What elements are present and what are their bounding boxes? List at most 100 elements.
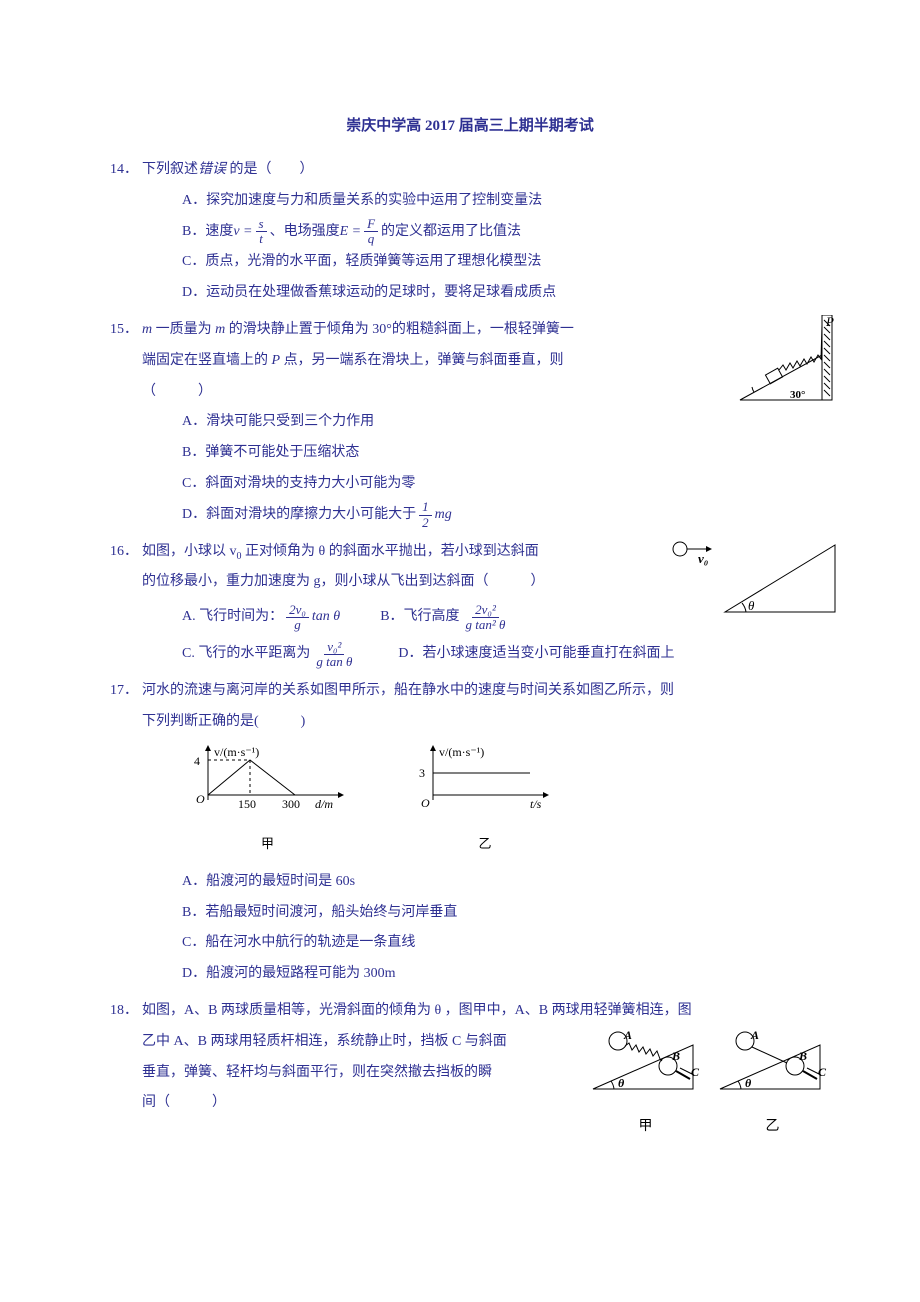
q15-number: 15． — [110, 315, 142, 407]
question-17: 17． 河水的流速与离河岸的关系如图甲所示，船在静水中的速度与时间关系如图乙所示… — [110, 676, 830, 990]
f2-cap: 乙 — [715, 1112, 830, 1143]
q14-b-mid: 、电场强度 — [270, 217, 340, 248]
question-15: P 30° 15． m 一质量为 m 的滑块静止置于倾角为 30°的粗糙斜面上，… — [110, 315, 830, 531]
f1-cap: 甲 — [588, 1112, 703, 1143]
q15-option-d: D．斜面对滑块的摩擦力大小可能大于 1 2 mg — [182, 500, 830, 531]
question-16: v₀ θ 16． 如图，小球以 v0 正对倾角为 θ 的斜面水平抛出，若小球到达… — [110, 537, 830, 670]
q17-stem: 河水的流速与离河岸的关系如图甲所示，船在静水中的速度与时间关系如图乙所示，则 下… — [142, 676, 830, 738]
q15-frac-1: 1 — [419, 500, 432, 515]
q16-figure: v₀ θ — [670, 537, 840, 622]
q14-stem-pre: 下列叙述 — [142, 162, 198, 177]
g1-ylabel: v/(m·s⁻¹) — [214, 745, 259, 759]
q16-number: 16． — [110, 537, 142, 599]
q16-c-frac: v₀² g tan θ — [313, 640, 355, 670]
q16-c-num: v₀² — [324, 640, 344, 655]
q16-fig-theta: θ — [748, 598, 755, 613]
f2-B: B — [798, 1049, 807, 1063]
q18-fig-1: A B C θ 甲 — [588, 1031, 703, 1143]
f2-theta: θ — [745, 1076, 752, 1090]
q15-stem: m 一质量为 m 的滑块静止置于倾角为 30°的粗糙斜面上，一根轻弹簧一一质量为… — [142, 315, 830, 407]
q18-line1: 如图，A、B 两球质量相等，光滑斜面的倾角为 θ ，图甲中，A、B 两球用轻弹簧… — [142, 1003, 692, 1018]
q18-line3: 垂直，弹簧、轻杆均与斜面平行，则在突然撤去挡板的瞬 — [142, 1065, 492, 1080]
q18-fig-2: A B C θ 乙 — [715, 1031, 830, 1143]
q16-option-b: B．飞行高度 2v₀² g tan² θ — [380, 602, 511, 633]
q15-d-post: mg — [435, 500, 452, 531]
q16-c-den: g tan θ — [313, 655, 355, 669]
f2-A: A — [750, 1031, 759, 1042]
g1-O: O — [196, 792, 205, 806]
q15-option-a: A．滑块可能只受到三个力作用 — [182, 407, 830, 438]
g1-x1: 150 — [238, 797, 256, 811]
q16-b-num: 2v₀² — [472, 603, 499, 618]
q16-a-num: 2v₀ — [286, 603, 309, 618]
q14-option-d: D．运动员在处理做香蕉球运动的足球时，要将足球看成质点 — [182, 278, 830, 309]
g2-cap: 乙 — [415, 830, 555, 859]
g1-yval: 4 — [194, 754, 200, 768]
q17-graph-1: 4 v/(m·s⁻¹) O 150 300 d/m 甲 — [190, 745, 345, 858]
g2-ylabel: v/(m·s⁻¹) — [439, 745, 484, 759]
f1-C: C — [691, 1065, 700, 1079]
q16-a-tail: tan θ — [312, 602, 340, 633]
q17-option-c: C．船在河水中航行的轨迹是一条直线 — [182, 928, 830, 959]
q18-line4: 间（ ） — [142, 1095, 226, 1110]
g1-xlabel: d/m — [315, 797, 333, 811]
q14-option-b: B．速度 v = s t 、电场强度 E = F q 的定义都运用了比值法 — [182, 217, 830, 248]
g1-x2: 300 — [282, 797, 300, 811]
q17-option-a: A．船渡河的最短时间是 60s — [182, 867, 830, 898]
q16-b-label: B．飞行高度 — [380, 602, 459, 633]
q16-fig-v0: v₀ — [698, 551, 708, 566]
q16-a-label: A. 飞行时间为： — [182, 602, 283, 633]
q15-figure: P 30° — [730, 315, 840, 410]
q14-v-eq: v = — [233, 217, 252, 248]
q16-a-frac: 2v₀ g — [286, 603, 309, 633]
q16-line2: 的位移最小，重力加速度为 g，则小球从飞出到达斜面（ ） — [142, 574, 545, 589]
question-18: 18． 如图，A、B 两球质量相等，光滑斜面的倾角为 θ ，图甲中，A、B 两球… — [110, 996, 830, 1142]
g1-cap: 甲 — [190, 830, 345, 859]
f1-A: A — [623, 1031, 632, 1042]
q14-b-pre: B．速度 — [182, 217, 233, 248]
q18-figures: A B C θ 甲 A — [588, 1031, 830, 1143]
f1-theta: θ — [618, 1076, 625, 1090]
q14-frac-f: F — [364, 217, 378, 232]
q18-number: 18． — [110, 996, 142, 1142]
q17-option-b: B．若船最短时间渡河，船头始终与河岸垂直 — [182, 898, 830, 929]
q14-frac-fq: F q — [364, 217, 378, 247]
q16-sub0: 0 — [237, 550, 242, 561]
q14-stem: 下列叙述错误 的是（ ） — [142, 155, 830, 186]
q16-c-label: C. 飞行的水平距离为 — [182, 639, 310, 670]
q14-frac-t: t — [256, 232, 266, 246]
q16-a-den: g — [291, 618, 304, 632]
q15-option-c: C．斜面对滑块的支持力大小可能为零 — [182, 469, 830, 500]
q14-stem-err: 错误 — [198, 162, 226, 177]
q14-frac-s: s — [256, 217, 267, 232]
q14-stem-post: 的是（ ） — [226, 162, 314, 177]
q16-option-a: A. 飞行时间为： 2v₀ g tan θ — [182, 602, 340, 633]
exam-title: 崇庆中学高 2017 届高三上期半期考试 — [110, 110, 830, 143]
q16-option-c: C. 飞行的水平距离为 v₀² g tan θ — [182, 639, 358, 670]
q18-line2: 乙中 A、B 两球用轻质杆相连，系统静止时，挡板 C 与斜面 — [142, 1034, 507, 1049]
f2-C: C — [818, 1065, 827, 1079]
q17-graph-2: 3 v/(m·s⁻¹) O t/s 乙 — [415, 745, 555, 858]
g2-xlabel: t/s — [530, 797, 542, 811]
f1-B: B — [671, 1049, 680, 1063]
q14-frac-q: q — [365, 232, 378, 246]
q15-frac-half: 1 2 — [419, 500, 432, 530]
g2-O: O — [421, 796, 430, 810]
q15-option-b: B．弹簧不可能处于压缩状态 — [182, 438, 830, 469]
q15-fig-30: 30° — [790, 389, 805, 401]
q15-fig-p: P — [825, 315, 834, 329]
q14-number: 14． — [110, 155, 142, 186]
question-14: 14． 下列叙述错误 的是（ ） A．探究加速度与力和质量关系的实验中运用了控制… — [110, 155, 830, 309]
q15-d-pre: D．斜面对滑块的摩擦力大小可能大于 — [182, 500, 416, 531]
q17-graphs: 4 v/(m·s⁻¹) O 150 300 d/m 甲 3 v/(m·s⁻¹) … — [110, 745, 830, 858]
g2-yval: 3 — [419, 766, 425, 780]
q14-b-post: 的定义都运用了比值法 — [381, 217, 521, 248]
q17-number: 17． — [110, 676, 142, 738]
q14-option-a: A．探究加速度与力和质量关系的实验中运用了控制变量法 — [182, 186, 830, 217]
q16-option-d: D．若小球速度适当变小可能垂直打在斜面上 — [398, 639, 674, 670]
q14-e-eq: E = — [340, 217, 362, 248]
q14-frac-st: s t — [256, 217, 267, 247]
q17-line2: 下列判断正确的是( ) — [142, 714, 305, 729]
q15-frac-2: 2 — [419, 516, 432, 530]
q16-b-den: g tan² θ — [463, 618, 509, 632]
